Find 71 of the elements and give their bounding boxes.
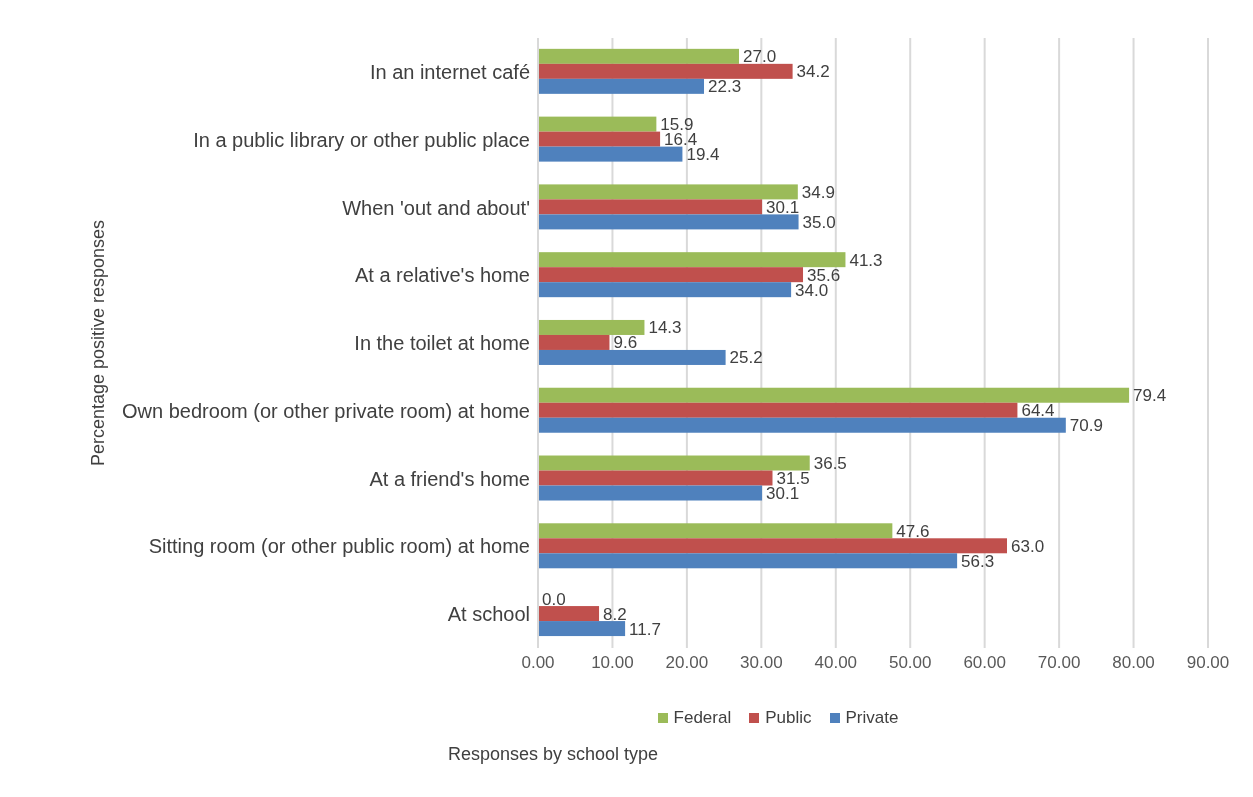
data-label: 79.4 xyxy=(1133,386,1167,406)
legend-label: Private xyxy=(844,708,899,728)
data-label: 14.3 xyxy=(648,318,682,338)
bar xyxy=(538,538,1007,554)
data-label: 56.3 xyxy=(961,551,995,571)
data-label: 34.9 xyxy=(801,182,835,202)
bar xyxy=(538,621,626,637)
data-label: 70.9 xyxy=(1069,416,1103,436)
bar xyxy=(538,485,763,501)
bar xyxy=(538,252,846,268)
x-tick-label: 40.00 xyxy=(814,653,858,673)
data-label: 30.1 xyxy=(766,197,800,217)
y-tick-label: In a public library or other public place xyxy=(193,128,530,151)
y-tick-label: At a friend's home xyxy=(369,467,530,490)
y-tick-label: Sitting room (or other public room) at home xyxy=(148,535,530,558)
bar xyxy=(538,402,1018,418)
bar xyxy=(538,267,804,283)
x-tick-label: 0.00 xyxy=(521,653,555,673)
bar xyxy=(538,131,661,147)
y-tick-label: At school xyxy=(447,603,530,626)
y-axis-title: Percentage positive responses xyxy=(88,219,109,467)
bar xyxy=(538,184,798,200)
data-label: 22.3 xyxy=(708,77,742,97)
bar xyxy=(538,63,793,79)
bar xyxy=(538,349,726,365)
bar xyxy=(538,78,705,94)
data-label: 36.5 xyxy=(813,453,847,473)
y-tick-label: In an internet café xyxy=(369,60,530,83)
data-label: 64.4 xyxy=(1021,401,1055,421)
x-tick-label: 70.00 xyxy=(1037,653,1081,673)
y-tick-label: At a relative's home xyxy=(354,264,530,287)
bar xyxy=(538,470,773,486)
x-tick-label: 50.00 xyxy=(888,653,932,673)
x-tick-label: 10.00 xyxy=(591,653,634,673)
bar xyxy=(538,282,792,298)
data-label: 19.4 xyxy=(686,145,720,165)
data-label: 9.6 xyxy=(613,333,638,353)
bar xyxy=(538,334,610,350)
data-label: 34.2 xyxy=(796,62,830,82)
data-label: 0.0 xyxy=(542,589,566,609)
bar xyxy=(538,606,600,622)
x-tick-label: 60.00 xyxy=(963,653,1006,673)
x-tick-label: 20.00 xyxy=(665,653,709,673)
bar xyxy=(538,146,683,162)
data-label: 8.2 xyxy=(603,604,627,624)
x-tick-label: 90.00 xyxy=(1186,653,1230,673)
bar xyxy=(538,523,893,539)
bar xyxy=(538,199,763,215)
data-label: 25.2 xyxy=(729,348,763,368)
data-label: 63.0 xyxy=(1011,536,1045,556)
bar xyxy=(538,319,645,335)
bar xyxy=(538,417,1066,433)
bar xyxy=(538,553,958,569)
y-tick-label: Own bedroom (or other private room) at home xyxy=(122,399,530,422)
x-axis-title: Responses by school type xyxy=(447,744,660,765)
data-label: 35.0 xyxy=(802,212,836,232)
legend-label: Federal xyxy=(672,708,732,728)
bar xyxy=(538,116,657,132)
bar xyxy=(538,455,810,471)
data-label: 27.0 xyxy=(743,47,777,67)
legend-label: Public xyxy=(764,708,812,728)
data-label: 47.6 xyxy=(896,521,930,541)
y-tick-label: In the toilet at home xyxy=(354,332,530,355)
y-tick-label: When 'out and about' xyxy=(342,196,530,219)
data-label: 41.3 xyxy=(849,250,883,270)
data-label: 11.7 xyxy=(629,619,661,639)
bar xyxy=(538,214,799,230)
bar xyxy=(538,48,739,64)
x-tick-label: 80.00 xyxy=(1112,653,1155,673)
bar xyxy=(538,387,1130,403)
x-tick-label: 30.00 xyxy=(740,653,783,673)
